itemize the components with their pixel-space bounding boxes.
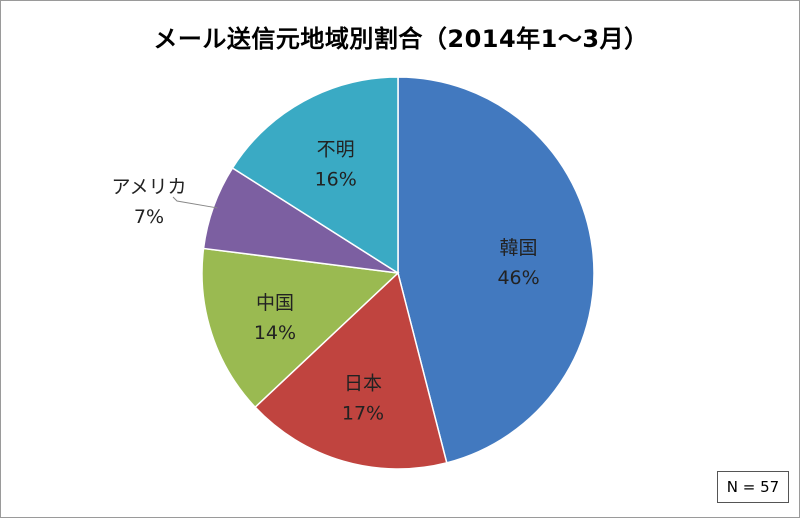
- pie-slice-2: [201, 247, 400, 409]
- slice-category-label: 中国: [256, 292, 294, 314]
- pie-slice-0: [397, 76, 595, 464]
- chart-title: メール送信元地域別割合（2014年1～3月）: [153, 25, 649, 53]
- pie-slice-1: [254, 271, 448, 470]
- pie-slice-4: [231, 76, 399, 275]
- slice-category-label: 不明: [317, 139, 355, 161]
- slice-percent-label: 46%: [497, 267, 539, 289]
- slice-category-label: 韓国: [500, 237, 538, 259]
- slice-category-label: アメリカ: [111, 176, 186, 198]
- slice-percent-label: 7%: [134, 206, 164, 228]
- leader-line-3: [172, 196, 218, 209]
- slice-percent-label: 17%: [342, 402, 384, 424]
- slice-category-label: 日本: [344, 372, 382, 394]
- sample-size-note: N = 57: [717, 471, 789, 503]
- slice-percent-label: 16%: [315, 169, 357, 191]
- slice-percent-label: 14%: [254, 322, 296, 344]
